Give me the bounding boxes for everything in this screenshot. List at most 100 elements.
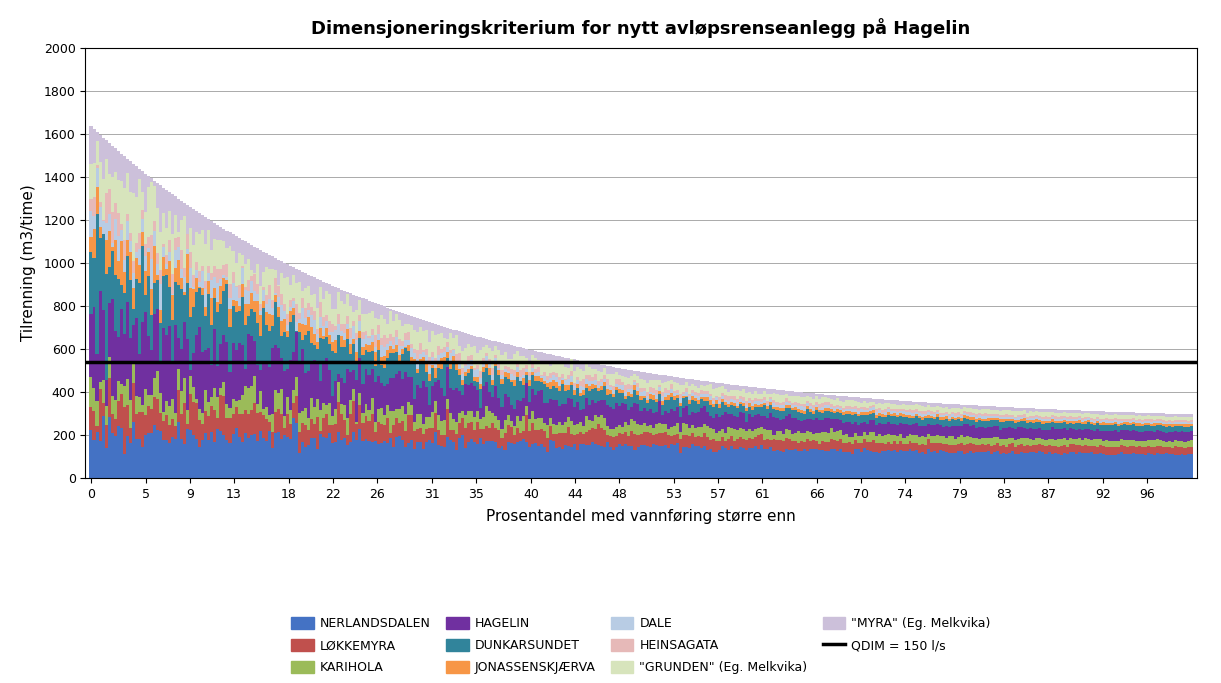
Bar	[364, 344, 368, 350]
Bar	[597, 371, 601, 381]
Bar	[1111, 426, 1114, 431]
Bar	[271, 308, 274, 315]
Bar	[238, 400, 241, 414]
Bar	[95, 141, 99, 165]
Bar	[1117, 447, 1120, 454]
Bar	[1081, 418, 1084, 420]
Bar	[582, 390, 585, 395]
Bar	[945, 438, 947, 444]
Bar	[902, 404, 906, 409]
Bar	[140, 405, 144, 413]
Bar	[872, 410, 875, 413]
Bar	[595, 403, 597, 415]
Bar	[480, 408, 482, 419]
Bar	[117, 180, 120, 213]
Bar	[1159, 421, 1162, 423]
Bar	[404, 447, 407, 478]
Bar	[849, 442, 851, 451]
Bar	[349, 414, 353, 443]
Bar	[757, 393, 761, 398]
Bar	[640, 410, 642, 426]
Bar	[519, 433, 521, 441]
Bar	[839, 413, 842, 420]
Bar	[730, 413, 734, 428]
Bar	[957, 415, 960, 417]
Bar	[814, 407, 818, 410]
Bar	[111, 415, 114, 433]
Bar	[255, 264, 259, 283]
Bar	[413, 349, 416, 353]
Bar	[355, 340, 359, 352]
Bar	[507, 442, 509, 478]
Bar	[1171, 432, 1175, 442]
Bar	[935, 436, 939, 443]
Bar	[138, 412, 140, 439]
Bar	[452, 330, 455, 337]
Bar	[751, 400, 755, 403]
Bar	[126, 256, 128, 302]
Bar	[298, 270, 302, 281]
Bar	[259, 315, 261, 336]
Bar	[763, 440, 767, 449]
Bar	[1107, 447, 1111, 455]
Bar	[716, 400, 718, 404]
Bar	[658, 423, 661, 433]
Bar	[621, 434, 624, 446]
Bar	[111, 242, 114, 247]
Bar	[328, 433, 331, 478]
Bar	[89, 126, 93, 164]
Bar	[888, 415, 890, 422]
Bar	[654, 402, 658, 412]
Bar	[313, 345, 316, 360]
Bar	[117, 279, 120, 337]
Bar	[869, 402, 872, 406]
Bar	[824, 405, 827, 408]
Bar	[878, 413, 882, 415]
Bar	[171, 194, 175, 234]
Bar	[900, 434, 902, 441]
Bar	[105, 448, 107, 478]
Bar	[1027, 408, 1029, 413]
Bar	[304, 425, 308, 447]
Bar	[1084, 445, 1087, 453]
Bar	[615, 384, 618, 387]
Bar	[827, 442, 830, 451]
Bar	[999, 439, 1002, 445]
Bar	[739, 412, 742, 428]
Bar	[443, 363, 446, 396]
Bar	[718, 387, 722, 398]
Bar	[306, 317, 310, 331]
Bar	[126, 158, 128, 173]
Bar	[534, 351, 537, 358]
Bar	[567, 385, 570, 390]
Bar	[458, 331, 462, 346]
Bar	[745, 405, 748, 408]
Bar	[800, 432, 802, 441]
Bar	[521, 375, 525, 378]
Bar	[431, 365, 433, 368]
Bar	[398, 312, 400, 320]
Bar	[126, 378, 128, 405]
Bar	[709, 449, 712, 478]
Bar	[642, 432, 646, 445]
Bar	[703, 433, 706, 446]
Bar	[394, 437, 398, 478]
Bar	[156, 400, 159, 430]
Bar	[243, 287, 247, 290]
Bar	[755, 430, 757, 437]
Bar	[117, 426, 120, 478]
Bar	[491, 385, 495, 398]
Bar	[576, 424, 579, 434]
Bar	[564, 358, 567, 367]
Bar	[1168, 454, 1171, 478]
Bar	[1029, 446, 1033, 452]
Bar	[400, 346, 404, 350]
Bar	[821, 432, 824, 441]
Bar	[302, 442, 304, 478]
Bar	[140, 171, 144, 192]
Bar	[595, 429, 597, 444]
Bar	[201, 295, 204, 352]
Bar	[951, 417, 954, 419]
Bar	[1093, 454, 1096, 478]
Bar	[675, 382, 679, 389]
